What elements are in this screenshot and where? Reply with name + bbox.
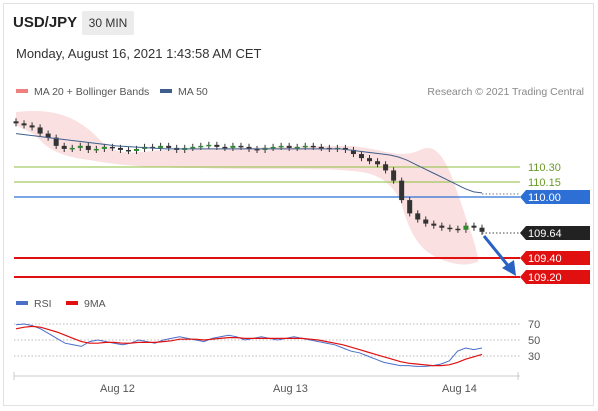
candle-body — [278, 145, 284, 148]
candle-body — [134, 148, 140, 151]
rsi-ma-line — [15, 325, 483, 367]
candle-body — [447, 227, 453, 230]
rsi-line — [15, 323, 483, 367]
ma50-swatch — [160, 89, 172, 94]
symbol-title: USD/JPY — [13, 14, 78, 31]
level-label-110-15: 110.15 — [528, 177, 561, 189]
candle-body — [415, 213, 421, 220]
ma20-swatch — [16, 89, 28, 94]
candle-body — [391, 170, 397, 181]
pivot-tag — [520, 190, 590, 204]
candle-body — [77, 145, 83, 148]
candle-body — [286, 145, 292, 148]
candle-body — [230, 145, 236, 148]
candle-body — [318, 146, 324, 149]
candle-body — [246, 146, 252, 149]
candle-body — [93, 148, 99, 151]
support1-tag — [520, 251, 590, 265]
candle-body — [214, 144, 220, 147]
candle-body — [238, 145, 244, 148]
legend-ma20: MA 20 + Bollinger Bands — [16, 86, 149, 98]
candle-body — [69, 147, 75, 150]
candle-body — [375, 161, 381, 165]
candle-body — [367, 158, 373, 162]
forecast-arrow-line — [482, 235, 512, 269]
candle-body — [158, 145, 164, 148]
candle-body — [222, 146, 228, 149]
candle-body — [117, 147, 123, 150]
candle-body — [342, 147, 348, 150]
candle-body — [190, 146, 196, 149]
candle-body — [358, 154, 364, 159]
level-label-109-20: 109.20 — [528, 272, 562, 284]
rsi-swatch — [16, 301, 28, 306]
candle-body — [302, 145, 308, 148]
candle-body — [13, 121, 19, 124]
legend-rsi: RSI — [16, 298, 52, 310]
candle-body — [310, 145, 316, 148]
x-label-aug13: Aug 13 — [273, 383, 308, 395]
forecast-arrow-icon — [502, 260, 516, 276]
level-label-109-40: 109.40 — [528, 253, 562, 265]
legend-9ma: 9MA — [66, 298, 106, 310]
legend-9ma-label: 9MA — [84, 298, 106, 310]
candle-body — [109, 146, 115, 149]
candle-body — [125, 149, 131, 152]
candle-body — [399, 180, 405, 201]
last-price-label: 109.64 — [528, 228, 562, 240]
candle-body — [166, 145, 172, 148]
candle-body — [270, 146, 276, 149]
candle-body — [206, 144, 212, 147]
level-label-110-00: 110.00 — [528, 192, 561, 204]
candle-body — [21, 123, 27, 126]
support2-tag — [520, 270, 590, 284]
research-credit: Research © 2021 Trading Central — [427, 86, 584, 98]
timeframe-button[interactable]: 30 MIN — [82, 11, 134, 35]
candle-body — [350, 149, 356, 155]
candle-body — [431, 223, 437, 226]
candle-body — [101, 146, 107, 149]
candle-body — [61, 145, 67, 149]
candle-body — [254, 148, 260, 151]
ma9-swatch — [66, 301, 78, 306]
x-label-aug12: Aug 12 — [100, 383, 135, 395]
candle-body — [463, 225, 469, 230]
candle-body — [439, 225, 445, 228]
legend-ma20-label: MA 20 + Bollinger Bands — [34, 86, 150, 98]
chart-datetime: Monday, August 16, 2021 1:43:58 AM CET — [16, 46, 262, 61]
candle-body — [85, 145, 91, 150]
x-label-aug14: Aug 14 — [442, 383, 477, 395]
legend-rsi-label: RSI — [34, 298, 52, 310]
rsi-axis-30: 30 — [528, 351, 540, 363]
candle-body — [423, 219, 429, 224]
candle-body — [383, 164, 389, 171]
rsi-axis-50: 50 — [528, 335, 540, 347]
candle-body — [37, 127, 43, 134]
candle-body — [53, 137, 59, 146]
rsi-axis-70: 70 — [528, 319, 540, 331]
candle-body — [471, 225, 477, 228]
candles-group — [13, 118, 485, 235]
level-label-110-30: 110.30 — [528, 162, 561, 174]
ma50-line — [15, 133, 483, 194]
last-price-tag — [520, 226, 590, 240]
bollinger-band — [16, 111, 478, 265]
candle-body — [294, 146, 300, 149]
candle-body — [455, 228, 461, 231]
candle-body — [198, 145, 204, 148]
candle-body — [407, 200, 413, 214]
legend-ma50: MA 50 — [160, 86, 208, 98]
legend-ma50-label: MA 50 — [178, 86, 208, 98]
candle-body — [29, 125, 35, 128]
candle-body — [479, 227, 485, 232]
candle-body — [45, 133, 51, 138]
